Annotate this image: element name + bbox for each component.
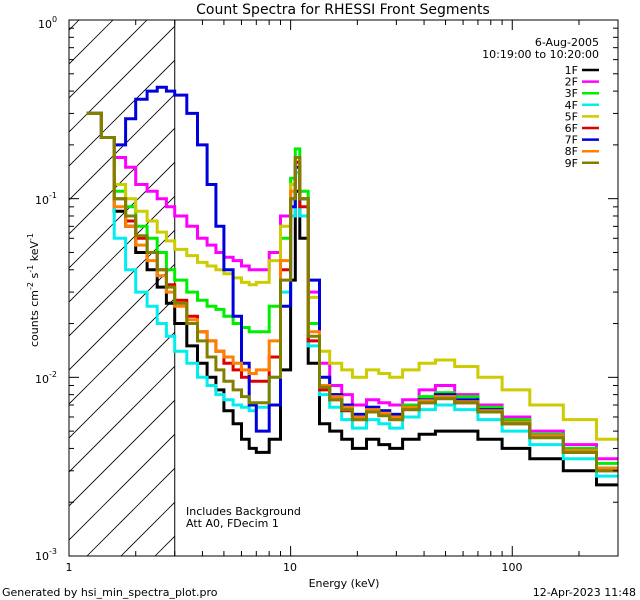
legend-label-7F: 7F (565, 134, 578, 147)
hatch-line (69, 20, 114, 65)
legend-label-1F: 1F (565, 64, 578, 77)
y-tick-base-2: 10 (35, 373, 49, 386)
y-tick-label-1: 10 -1 (35, 191, 57, 207)
hatch-line (69, 433, 175, 541)
observation-time-range: 10:19:00 to 10:20:00 (482, 48, 599, 61)
axis-ticks (68, 20, 619, 557)
legend-label-9F: 9F (565, 157, 578, 170)
y-tick-base-3: 10 (35, 550, 49, 563)
y-axis-label-text: counts cm (28, 290, 41, 347)
x-tick-label-0: 1 (66, 561, 73, 574)
legend-label-3F: 3F (565, 87, 578, 100)
y-tick-label-3: 10 -3 (35, 547, 57, 563)
legend-label-8F: 8F (565, 145, 578, 158)
hatch-line (120, 501, 175, 556)
hatch-line (69, 297, 175, 405)
legend-label-6F: 6F (565, 122, 578, 135)
footer-generated-by: Generated by hsi_min_spectra_plot.pro (2, 586, 218, 599)
y-tick-exp-1: -1 (49, 191, 57, 200)
hatch-line (69, 331, 175, 439)
hatch-line (0, 20, 45, 556)
hatch-line (69, 93, 175, 201)
legend-label-4F: 4F (565, 99, 578, 112)
hatch-line (69, 229, 175, 337)
series-line-3F (86, 111, 618, 465)
y-axis-label-sup2: -1 (26, 265, 35, 273)
y-axis-label-sup3: -1 (26, 233, 35, 241)
hatch-line (69, 20, 148, 99)
legend-label-5F: 5F (565, 110, 578, 123)
y-tick-label-0: 10 0 (38, 15, 57, 31)
hatch-line (69, 195, 175, 303)
footer-timestamp: 12-Apr-2023 11:48 (533, 586, 636, 599)
hatch-line (69, 25, 175, 133)
attenuator-hatched-region (0, 20, 175, 556)
x-axis-label: Energy (keV) (309, 577, 380, 590)
y-tick-exp-3: -3 (49, 547, 57, 556)
y-axis-label-sup1: -2 (26, 282, 35, 290)
hatch-line (69, 365, 175, 473)
hatch-line (69, 59, 175, 167)
annotation-background: Includes Background (186, 505, 301, 518)
observation-date: 6-Aug-2005 (535, 36, 599, 49)
chart-title: Count Spectra for RHESSI Front Segments (196, 2, 490, 18)
plot-frame (68, 19, 619, 557)
y-tick-base-1: 10 (35, 194, 49, 207)
y-tick-exp-0: 0 (52, 15, 57, 24)
annotation-attenuator: Att A0, FDecim 1 (186, 517, 279, 530)
legend-label-2F: 2F (565, 76, 578, 89)
series-line-9F (86, 111, 618, 473)
y-tick-exp-2: -2 (49, 370, 57, 379)
hatch-line (69, 263, 175, 371)
hatch-line (69, 20, 80, 31)
y-tick-base-0: 10 (38, 18, 52, 31)
series-layer (86, 85, 618, 487)
y-tick-label-2: 10 -2 (35, 370, 57, 386)
y-axis-label-mid: s (28, 272, 41, 281)
y-axis-label: counts cm-2 s-1 keV-1 (26, 233, 41, 347)
x-tick-label-1: 10 (283, 561, 297, 574)
y-axis-label-end: keV (28, 241, 41, 265)
x-tick-label-2: 100 (502, 561, 523, 574)
hatch-line (69, 399, 175, 507)
